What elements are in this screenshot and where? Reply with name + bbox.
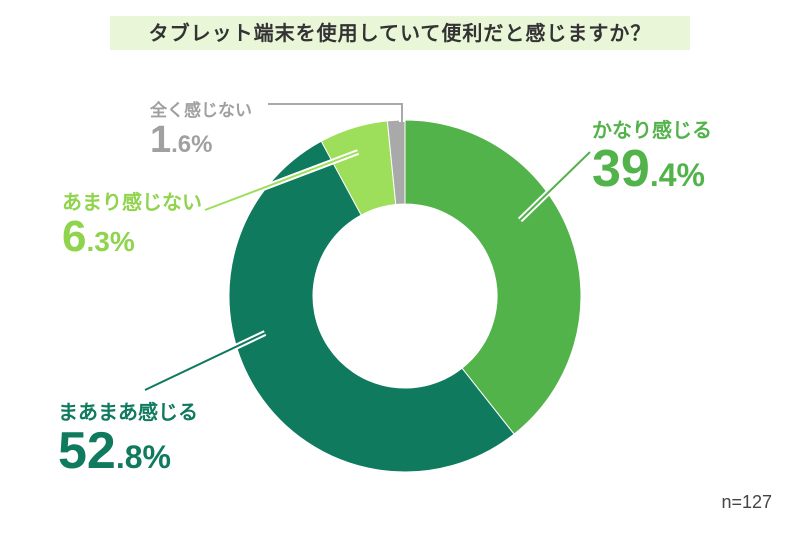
slice-percent: 1.6% (150, 119, 213, 161)
slice-label-amari: あまり感じない 6.3% (62, 186, 202, 259)
slice-percent: 39.4% (592, 140, 705, 198)
title-bar: タブレット端末を使用していて便利だと感じますか？ (110, 16, 690, 50)
donut-slice (228, 140, 515, 473)
leader-line (204, 151, 359, 211)
slice-name: あまり感じない (62, 190, 202, 214)
slice-label-mattaku: 全く感じない 1.6% (150, 96, 252, 159)
slice-name: 全く感じない (150, 101, 252, 121)
leader-line (268, 103, 403, 122)
sample-size-label: n=127 (721, 492, 772, 512)
slice-name: まあまあ感じる (58, 400, 198, 424)
slice-label-maamaa: まあまあ感じる 52.8% (58, 396, 198, 477)
donut-slice (386, 119, 406, 206)
slice-percent: 6.3% (62, 212, 135, 261)
leader-line (144, 332, 266, 391)
chart-title: タブレット端末を使用していて便利だと感じますか？ (148, 21, 652, 45)
donut-slice (404, 119, 582, 435)
slice-percent: 52.8% (58, 422, 171, 480)
slice-label-kanari: かなり感じる 39.4% (592, 114, 712, 195)
leader-line (519, 151, 591, 221)
leader-line-outline (268, 101, 405, 122)
slice-name: かなり感じる (592, 118, 712, 142)
